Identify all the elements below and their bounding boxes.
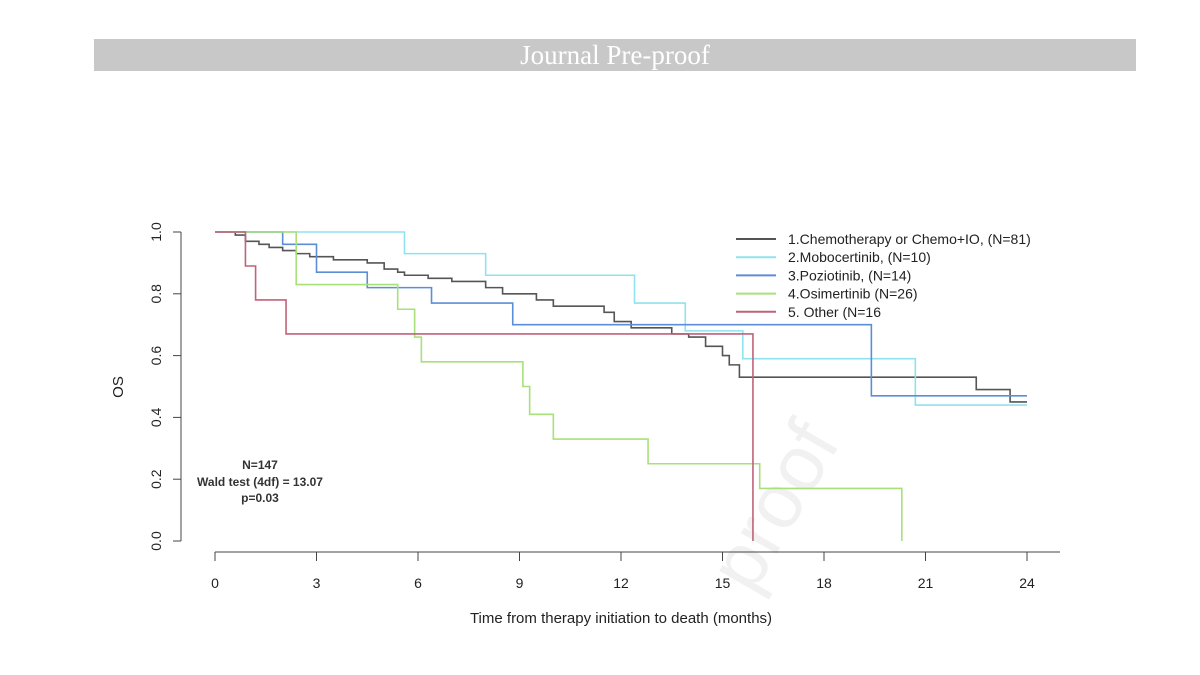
y-tick-label: 0.8 bbox=[148, 284, 164, 304]
journal-banner: Journal Pre-proof bbox=[94, 39, 1136, 71]
legend-label-4: 4.Osimertinib (N=26) bbox=[788, 286, 918, 302]
x-axis-label: Time from therapy initiation to death (m… bbox=[470, 610, 772, 627]
legend: 1.Chemotherapy or Chemo+IO, (N=81) 2.Mobo… bbox=[736, 231, 1031, 320]
stats-p: p=0.03 bbox=[241, 491, 279, 505]
y-axis-label: OS bbox=[110, 376, 127, 398]
x-tick-label: 15 bbox=[715, 575, 731, 591]
x-axis: 0 3 6 9 12 15 18 21 24 bbox=[211, 551, 1060, 591]
legend-label-3: 3.Poziotinib, (N=14) bbox=[788, 267, 911, 283]
legend-label-5: 5. Other (N=16 bbox=[788, 304, 881, 320]
series-line-3 bbox=[215, 231, 1027, 397]
series-line-1 bbox=[215, 231, 1027, 403]
x-tick-label: 18 bbox=[816, 575, 832, 591]
x-tick-label: 3 bbox=[313, 575, 321, 591]
x-tick-label: 0 bbox=[211, 575, 219, 591]
y-tick-label: 0.4 bbox=[148, 407, 164, 427]
series-lines bbox=[215, 231, 1027, 541]
y-tick-label: 0.6 bbox=[148, 346, 164, 366]
series-line-4 bbox=[215, 231, 903, 541]
series-line-5 bbox=[215, 231, 754, 541]
legend-label-2: 2.Mobocertinib, (N=10) bbox=[788, 249, 931, 265]
legend-label-1: 1.Chemotherapy or Chemo+IO, (N=81) bbox=[788, 231, 1031, 247]
stats-wald: Wald test (4df) = 13.07 bbox=[197, 475, 323, 489]
x-tick-label: 6 bbox=[414, 575, 422, 591]
x-tick-label: 21 bbox=[918, 575, 934, 591]
y-tick-label: 1.0 bbox=[148, 222, 164, 242]
y-tick-label: 0.0 bbox=[148, 531, 164, 551]
series-line-2 bbox=[215, 231, 1027, 406]
x-tick-label: 12 bbox=[613, 575, 629, 591]
x-tick-label: 24 bbox=[1019, 575, 1035, 591]
y-tick-label: 0.2 bbox=[148, 469, 164, 489]
stats-n: N=147 bbox=[242, 458, 278, 472]
x-tick-label: 9 bbox=[516, 575, 524, 591]
banner-title: Journal Pre-proof bbox=[520, 40, 710, 70]
y-axis: 0.0 0.2 0.4 0.6 0.8 1.0 bbox=[148, 222, 182, 551]
